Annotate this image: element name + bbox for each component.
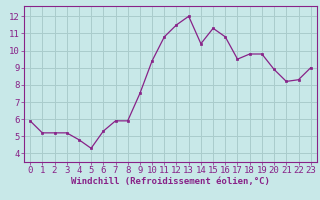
X-axis label: Windchill (Refroidissement éolien,°C): Windchill (Refroidissement éolien,°C) [71, 177, 270, 186]
